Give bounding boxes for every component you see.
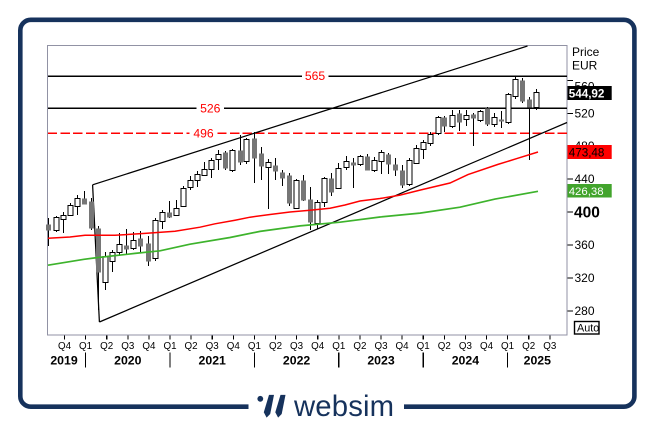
svg-text:Q4: Q4 xyxy=(480,341,494,352)
svg-text:440: 440 xyxy=(575,172,595,186)
svg-text:Q1: Q1 xyxy=(248,341,261,352)
svg-text:EUR: EUR xyxy=(572,59,598,73)
svg-text:Q2: Q2 xyxy=(522,341,535,352)
svg-text:520: 520 xyxy=(575,107,595,121)
svg-text:526: 526 xyxy=(200,101,221,115)
svg-text:2020: 2020 xyxy=(114,354,142,368)
svg-text:544,92: 544,92 xyxy=(569,87,605,100)
svg-text:Q1: Q1 xyxy=(163,341,176,352)
svg-text:Q2: Q2 xyxy=(269,341,282,352)
svg-text:websim: websim xyxy=(293,390,394,423)
svg-text:Q3: Q3 xyxy=(206,341,220,352)
svg-text:473,48: 473,48 xyxy=(569,146,605,159)
svg-text:2024: 2024 xyxy=(452,354,480,368)
svg-text:Q2: Q2 xyxy=(438,341,451,352)
svg-text:Q3: Q3 xyxy=(543,341,557,352)
svg-text:2019: 2019 xyxy=(50,354,78,368)
svg-text:426,38: 426,38 xyxy=(569,186,604,198)
svg-text:320: 320 xyxy=(575,271,595,285)
svg-text:496: 496 xyxy=(193,126,214,140)
svg-text:Q3: Q3 xyxy=(121,341,135,352)
svg-text:Q3: Q3 xyxy=(374,341,388,352)
svg-text:Q4: Q4 xyxy=(58,341,72,352)
svg-text:Q4: Q4 xyxy=(311,341,325,352)
svg-text:Q1: Q1 xyxy=(79,341,92,352)
svg-text:Q1: Q1 xyxy=(417,341,430,352)
svg-text:2025: 2025 xyxy=(524,354,552,368)
svg-text:Q4: Q4 xyxy=(396,341,410,352)
svg-text:2023: 2023 xyxy=(367,354,395,368)
svg-text:Q4: Q4 xyxy=(142,341,156,352)
svg-text:565: 565 xyxy=(305,69,326,83)
svg-text:Q4: Q4 xyxy=(227,341,241,352)
svg-text:Auto: Auto xyxy=(577,323,599,335)
svg-text:400: 400 xyxy=(574,205,600,222)
svg-text:Q1: Q1 xyxy=(501,341,514,352)
svg-text:Q3: Q3 xyxy=(290,341,304,352)
svg-text:Q2: Q2 xyxy=(100,341,113,352)
svg-text:360: 360 xyxy=(575,238,595,252)
svg-text:280: 280 xyxy=(575,304,595,318)
svg-text:Q3: Q3 xyxy=(459,341,473,352)
svg-text:Q1: Q1 xyxy=(332,341,345,352)
svg-text:Price: Price xyxy=(572,45,600,59)
svg-text:Q2: Q2 xyxy=(185,341,198,352)
svg-text:2021: 2021 xyxy=(199,354,227,368)
svg-text:Q2: Q2 xyxy=(353,341,366,352)
svg-text:2022: 2022 xyxy=(283,354,311,368)
